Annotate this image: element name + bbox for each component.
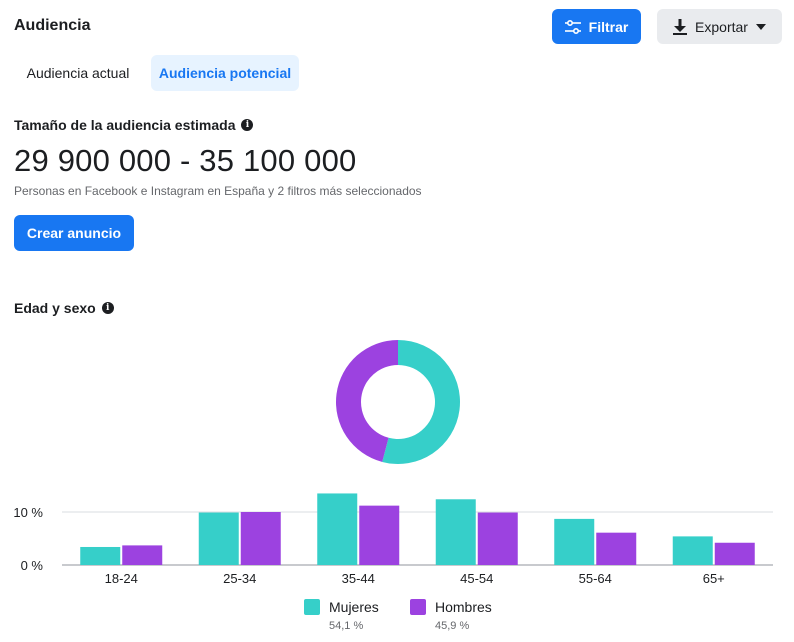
age-gender-heading: Edad y sexo i bbox=[14, 300, 114, 316]
page-title: Audiencia bbox=[14, 17, 91, 34]
bar-hombres-65+ bbox=[714, 542, 755, 565]
bar-hombres-25-34 bbox=[240, 512, 281, 565]
tab-audiencia-potencial[interactable]: Audiencia potencial bbox=[151, 55, 299, 91]
legend-label-mujeres: Mujeres bbox=[329, 599, 379, 615]
audience-size-note: Personas en Facebook e Instagram en Espa… bbox=[14, 184, 422, 198]
x-tick-label: 55-64 bbox=[579, 571, 612, 586]
filter-button[interactable]: Filtrar bbox=[552, 9, 641, 44]
legend-share-mujeres: 54,1 % bbox=[329, 620, 364, 632]
bar-hombres-35-44 bbox=[359, 505, 400, 565]
bar-mujeres-35-44 bbox=[317, 493, 358, 565]
x-tick-label: 18-24 bbox=[105, 571, 138, 586]
info-icon[interactable]: i bbox=[241, 119, 254, 131]
bar-mujeres-55-64 bbox=[554, 518, 595, 565]
mujeres-swatch bbox=[304, 599, 320, 615]
export-button-label: Exportar bbox=[695, 18, 748, 35]
bar-mujeres-25-34 bbox=[198, 512, 239, 565]
legend-item-hombres: Hombres 45,9 % bbox=[410, 599, 492, 632]
x-tick-label: 65+ bbox=[703, 571, 725, 586]
y-tick-label: 10 % bbox=[13, 505, 43, 520]
legend-item-mujeres: Mujeres 54,1 % bbox=[304, 599, 379, 632]
bar-mujeres-45-54 bbox=[435, 499, 476, 565]
x-tick-label: 45-54 bbox=[460, 571, 493, 586]
bar-mujeres-18-24 bbox=[80, 546, 121, 565]
age-gender-label: Edad y sexo bbox=[14, 300, 96, 316]
filter-sliders-icon bbox=[564, 19, 581, 34]
legend-share-hombres: 45,9 % bbox=[435, 620, 470, 632]
create-ad-button[interactable]: Crear anuncio bbox=[14, 215, 134, 251]
y-tick-label: 0 % bbox=[21, 558, 44, 573]
donut-slice-hombres bbox=[336, 340, 398, 462]
x-tick-label: 25-34 bbox=[223, 571, 256, 586]
legend-label-hombres: Hombres bbox=[435, 599, 492, 615]
audience-size-range: 29 900 000 - 35 100 000 bbox=[14, 143, 357, 178]
hombres-swatch bbox=[410, 599, 426, 615]
tab-audiencia-actual[interactable]: Audiencia actual bbox=[26, 65, 130, 81]
audience-size-label: Tamaño de la audiencia estimada bbox=[14, 117, 236, 133]
bar-hombres-55-64 bbox=[596, 532, 637, 565]
info-icon[interactable]: i bbox=[101, 302, 114, 314]
bar-mujeres-65+ bbox=[672, 536, 713, 565]
filter-button-label: Filtrar bbox=[588, 18, 629, 35]
age-gender-chart: 0 % 10 % 18-24 25-34 35-44 45-54 55-64 65+ bbox=[13, 340, 773, 586]
donut-slice-mujeres bbox=[382, 340, 461, 465]
x-tick-label: 35-44 bbox=[342, 571, 375, 586]
bar-hombres-18-24 bbox=[122, 545, 163, 565]
download-icon bbox=[673, 18, 688, 35]
bar-hombres-45-54 bbox=[477, 512, 518, 565]
export-button[interactable]: Exportar bbox=[657, 9, 782, 44]
caret-down-icon bbox=[755, 23, 766, 30]
audience-size-heading: Tamaño de la audiencia estimada i bbox=[14, 117, 254, 133]
